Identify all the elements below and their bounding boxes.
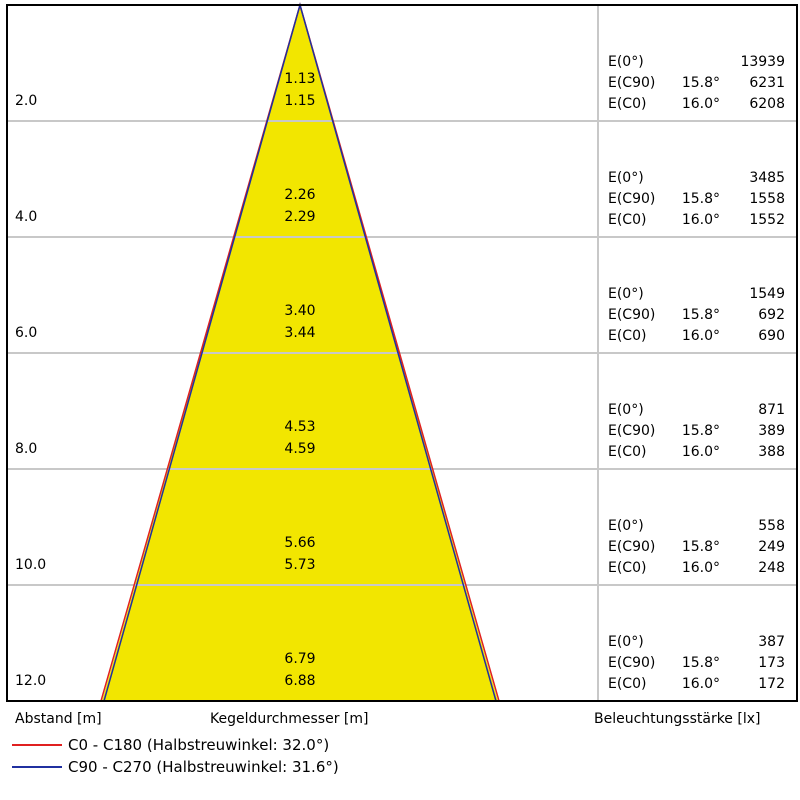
ec0-label: E(C0) [608, 212, 647, 228]
ec0-value: 6208 [749, 96, 785, 112]
distance-label: 12.0 [15, 673, 47, 689]
ec90-label: E(C90) [608, 191, 656, 207]
ec0-value: 690 [758, 328, 785, 344]
e0-label: E(0°) [608, 634, 644, 650]
diameter-c0-value: 6.88 [284, 673, 316, 689]
diameter-c90-value: 4.53 [284, 419, 316, 435]
e0-value: 3485 [749, 170, 785, 186]
ec90-label: E(C90) [608, 75, 656, 91]
ec90-label: E(C90) [608, 655, 656, 671]
ec0-angle: 16.0° [681, 444, 720, 460]
distance-label: 4.0 [15, 209, 38, 225]
distance-label: 8.0 [15, 441, 38, 457]
ec0-angle: 16.0° [681, 96, 720, 112]
ec90-value: 692 [758, 307, 785, 323]
e0-value: 387 [758, 634, 785, 650]
diameter-c0-value: 3.44 [284, 325, 316, 341]
ec90-angle: 15.8° [681, 539, 720, 555]
grid-lines [7, 5, 797, 701]
ec0-label: E(C0) [608, 676, 647, 692]
ec90-value: 389 [758, 423, 785, 439]
ec0-angle: 16.0° [681, 676, 720, 692]
legend-c90-label: C90 - C270 (Halbstreuwinkel: 31.6°) [68, 758, 339, 776]
ec90-label: E(C90) [608, 423, 656, 439]
legend-c0-label: C0 - C180 (Halbstreuwinkel: 32.0°) [68, 736, 330, 754]
diameter-c0-value: 4.59 [284, 441, 316, 457]
e0-label: E(0°) [608, 286, 644, 302]
diameter-c90-value: 2.26 [284, 187, 316, 203]
ec90-value: 1558 [749, 191, 785, 207]
distance-axis-label: Abstand [m] [15, 711, 102, 727]
ec0-angle: 16.0° [681, 212, 720, 228]
ec0-label: E(C0) [608, 96, 647, 112]
ec90-angle: 15.8° [681, 191, 720, 207]
ec90-angle: 15.8° [681, 655, 720, 671]
ec0-value: 1552 [749, 212, 785, 228]
ec90-label: E(C90) [608, 307, 656, 323]
ec90-value: 249 [758, 539, 785, 555]
ec90-angle: 15.8° [681, 307, 720, 323]
ec0-angle: 16.0° [681, 328, 720, 344]
diameter-c90-value: 6.79 [284, 651, 316, 667]
ec90-value: 6231 [749, 75, 785, 91]
diameter-c0-value: 1.15 [284, 93, 316, 109]
e0-value: 1549 [749, 286, 785, 302]
e0-value: 558 [758, 518, 785, 534]
ec0-value: 172 [758, 676, 785, 692]
ec0-label: E(C0) [608, 328, 647, 344]
e0-value: 871 [758, 402, 785, 418]
e0-label: E(0°) [608, 518, 644, 534]
e0-label: E(0°) [608, 402, 644, 418]
ec0-value: 248 [758, 560, 785, 576]
diameter-c0-value: 5.73 [284, 557, 316, 573]
ec0-value: 388 [758, 444, 785, 460]
diagram-frame [6, 4, 798, 702]
distance-label: 10.0 [15, 557, 47, 573]
ec0-label: E(C0) [608, 560, 647, 576]
ec0-angle: 16.0° [681, 560, 720, 576]
diameter-c90-value: 5.66 [284, 535, 316, 551]
ec0-label: E(C0) [608, 444, 647, 460]
diameter-c0-value: 2.29 [284, 209, 316, 225]
e0-value: 13939 [740, 54, 785, 70]
diameter-c90-value: 3.40 [284, 303, 316, 319]
e0-label: E(0°) [608, 54, 644, 70]
ec90-angle: 15.8° [681, 75, 720, 91]
ec90-angle: 15.8° [681, 423, 720, 439]
e0-label: E(0°) [608, 170, 644, 186]
distance-label: 2.0 [15, 93, 38, 109]
diameter-axis-label: Kegeldurchmesser [m] [210, 711, 369, 727]
ec90-label: E(C90) [608, 539, 656, 555]
ec90-value: 173 [758, 655, 785, 671]
illuminance-axis-label: Beleuchtungsstärke [lx] [594, 711, 761, 727]
diameter-c90-value: 1.13 [284, 71, 316, 87]
distance-label: 6.0 [15, 325, 38, 341]
